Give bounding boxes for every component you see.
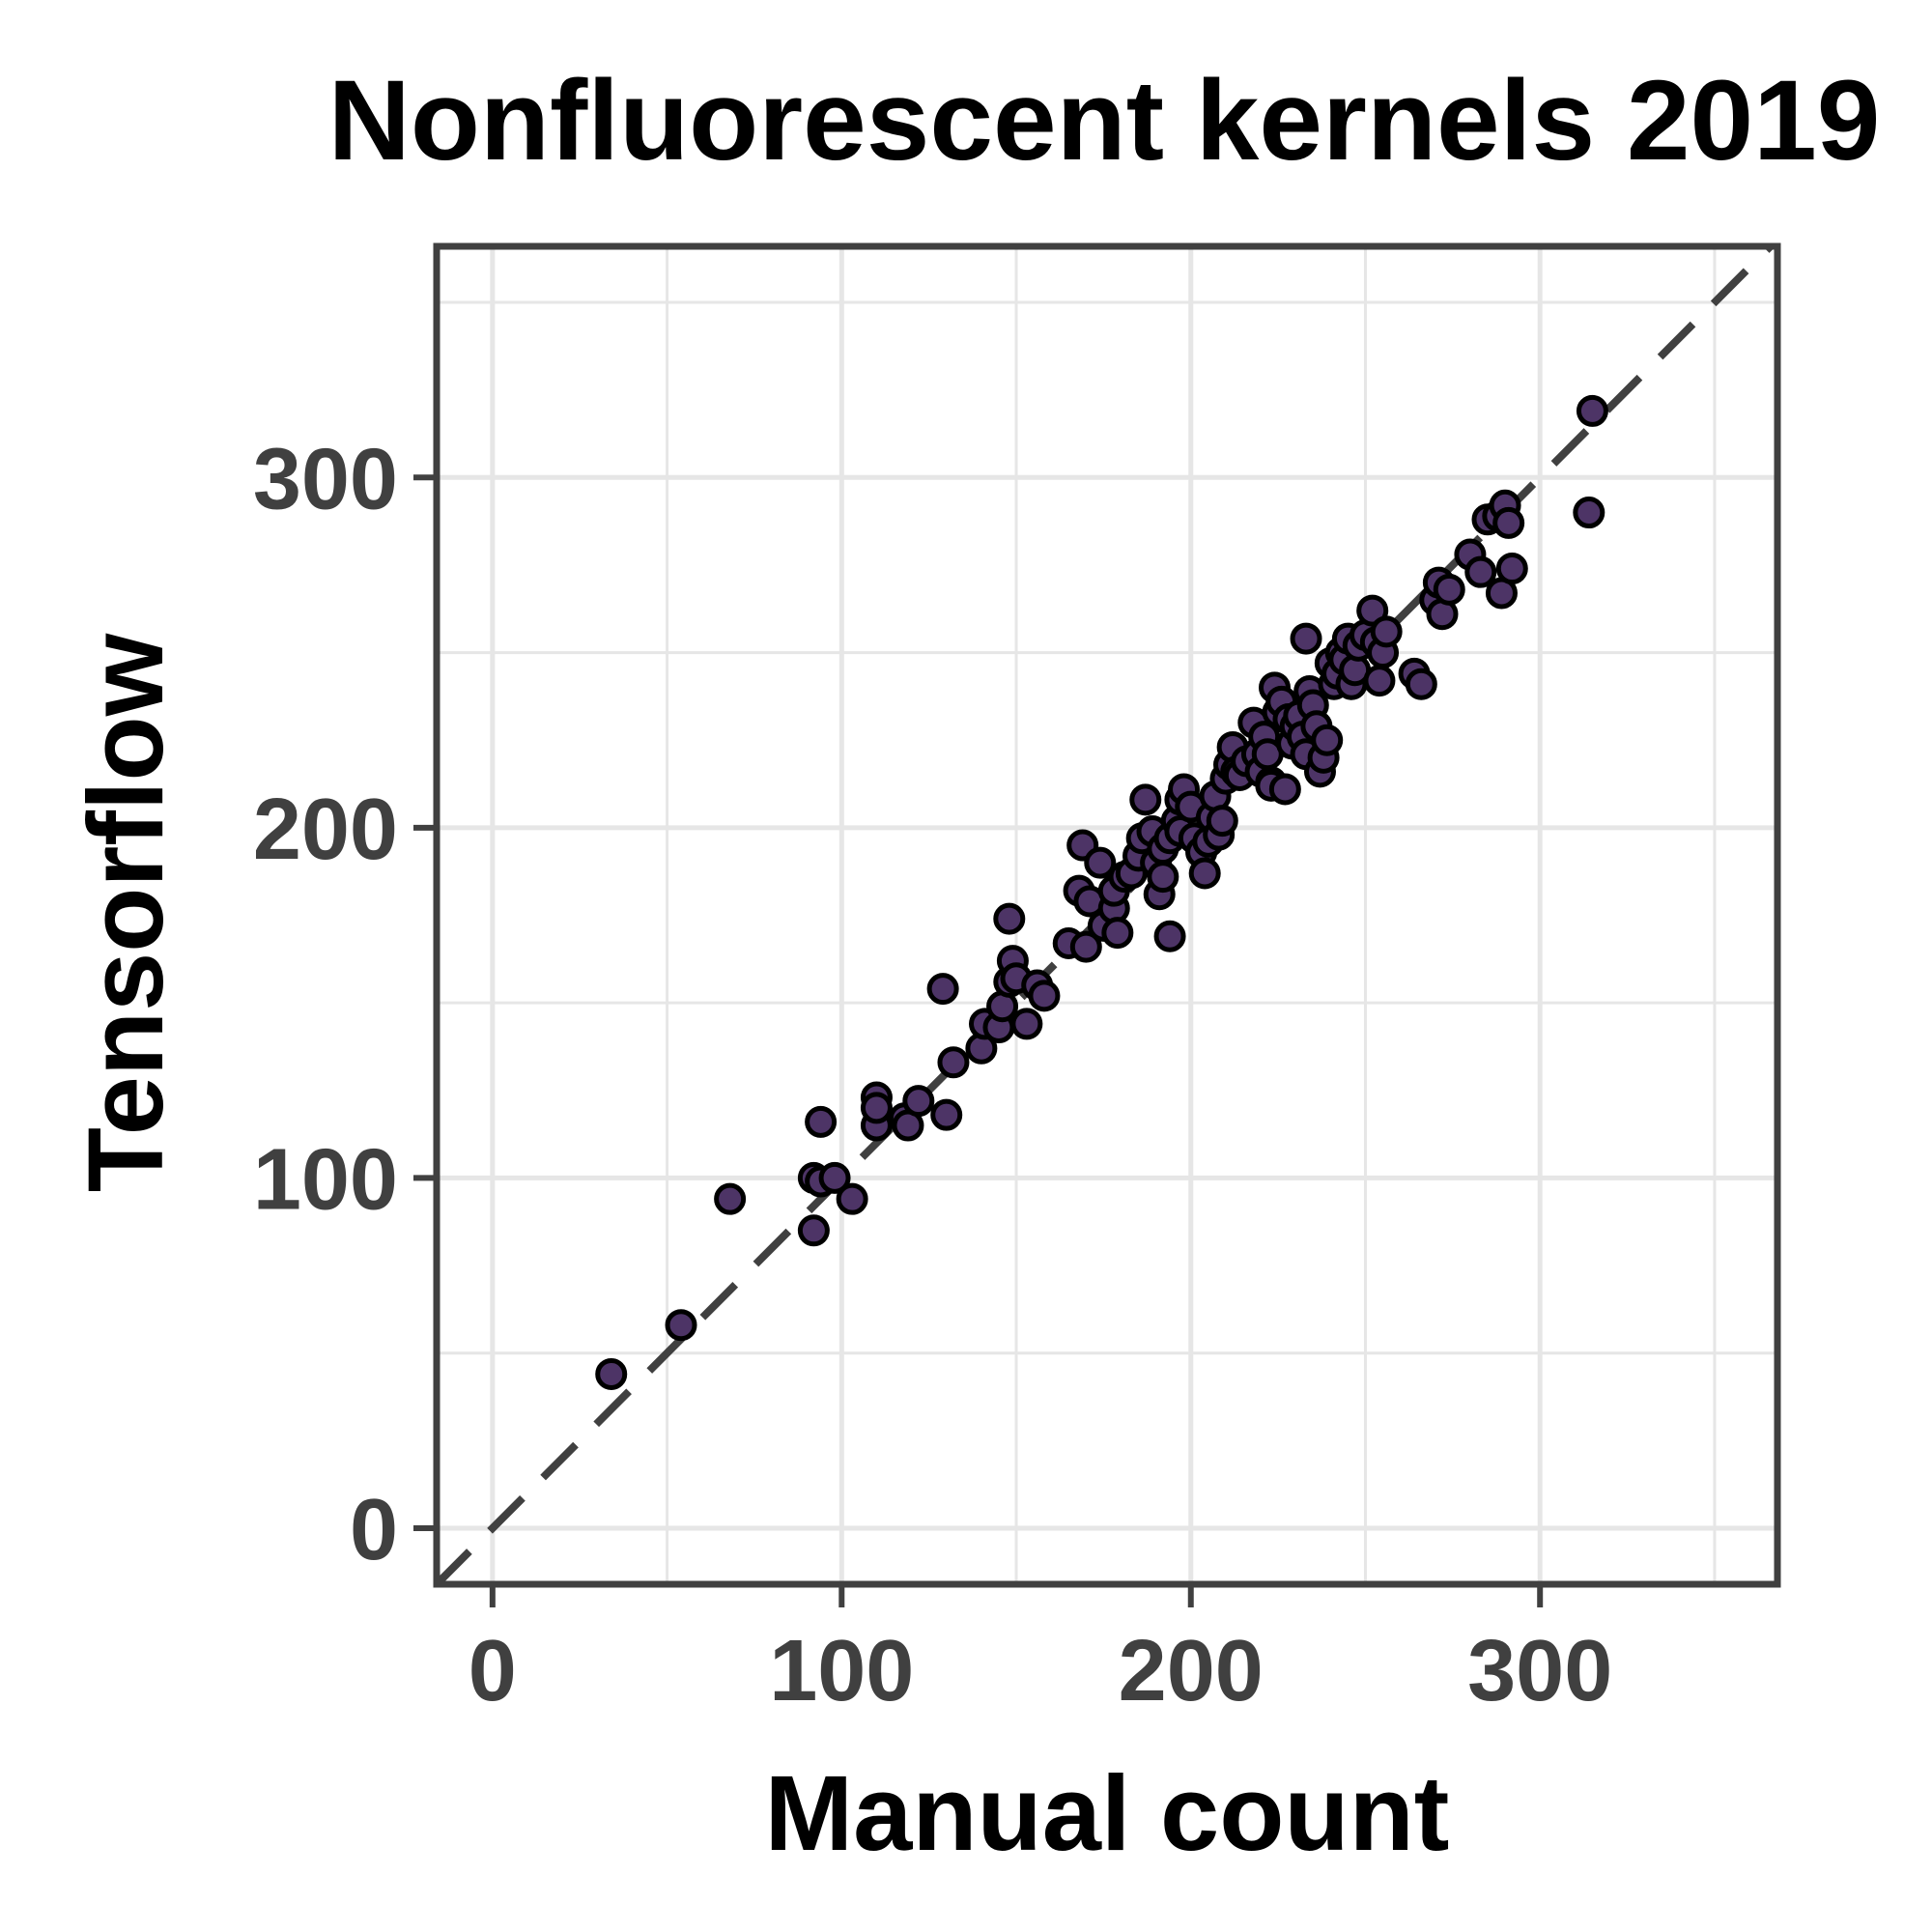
- x-axis-ticks: [489, 1584, 1544, 1607]
- data-point: [1206, 805, 1238, 838]
- data-point: [665, 1309, 697, 1342]
- data-point: [1147, 861, 1179, 894]
- data-point: [930, 1098, 963, 1131]
- data-point: [1084, 846, 1117, 879]
- x-tick-label: 300: [1467, 1623, 1612, 1719]
- y-axis-ticks: [413, 474, 437, 1531]
- y-axis: 0 100 200 300: [253, 431, 437, 1578]
- data-point: [1153, 920, 1186, 952]
- data-point: [902, 1085, 935, 1118]
- data-point: [926, 973, 959, 1006]
- data-point: [797, 1214, 830, 1247]
- data-point: [1576, 394, 1608, 427]
- data-point: [1290, 622, 1322, 655]
- data-point: [818, 1161, 851, 1194]
- data-point: [1464, 555, 1497, 588]
- x-tick-label: 200: [1119, 1623, 1264, 1719]
- x-tick-label: 100: [769, 1623, 914, 1719]
- data-point: [1405, 668, 1437, 700]
- data-point: [1311, 724, 1344, 756]
- y-tick-label: 200: [253, 781, 398, 878]
- data-point: [1101, 917, 1134, 950]
- major-grid: [437, 246, 1777, 1584]
- data-point: [1069, 930, 1102, 963]
- y-axis-tick-labels: 0 100 200 300: [253, 431, 398, 1578]
- data-point: [937, 1046, 970, 1079]
- data-point: [595, 1357, 628, 1390]
- data-point: [1363, 665, 1396, 697]
- x-axis-title: Manual count: [765, 1754, 1450, 1873]
- data-point: [993, 902, 1026, 935]
- data-point: [714, 1182, 747, 1215]
- x-axis: 0 100 200 300: [469, 1584, 1612, 1719]
- y-tick-label: 300: [253, 431, 398, 527]
- y-axis-title: Tensorflow: [67, 633, 185, 1192]
- data-point: [1188, 857, 1221, 890]
- data-point: [1010, 1008, 1043, 1040]
- x-tick-label: 0: [469, 1623, 517, 1719]
- chart-title: Nonfluorescent kernels 2019: [328, 57, 1881, 185]
- data-points: [595, 394, 1608, 1390]
- data-point: [1268, 773, 1301, 806]
- data-point: [836, 1182, 868, 1215]
- y-tick-label: 0: [350, 1482, 398, 1578]
- x-axis-tick-labels: 0 100 200 300: [469, 1623, 1612, 1719]
- data-point: [805, 1105, 838, 1138]
- data-point: [1495, 553, 1528, 585]
- data-point: [1433, 573, 1465, 606]
- data-point: [1573, 497, 1605, 529]
- data-point: [1129, 783, 1162, 816]
- data-point: [1028, 980, 1061, 1012]
- data-point: [1370, 615, 1403, 648]
- data-point: [860, 1092, 893, 1124]
- plot-area: [433, 242, 1781, 1588]
- plot-frame: [433, 242, 1781, 1588]
- data-point: [1492, 506, 1525, 539]
- y-tick-label: 100: [253, 1131, 398, 1228]
